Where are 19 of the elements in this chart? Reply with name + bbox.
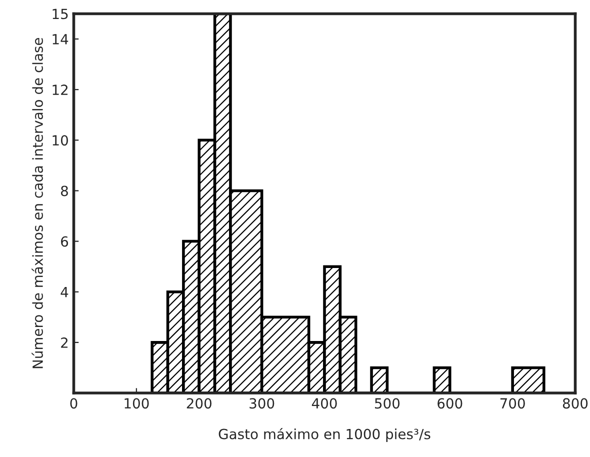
x-tick-label: 400 bbox=[312, 398, 337, 409]
x-tick-label: 800 bbox=[562, 398, 588, 409]
x-tick-label: 600 bbox=[438, 398, 462, 409]
y-tick-label: 8 bbox=[60, 186, 68, 196]
y-tick-label: 15 bbox=[52, 8, 68, 20]
x-axis-title: Gasto máximo en 1000 pies³/s bbox=[218, 428, 430, 442]
x-tick-label: 100 bbox=[124, 398, 149, 409]
y-tick-label: 2 bbox=[61, 337, 68, 348]
x-tick-label: 500 bbox=[375, 398, 400, 409]
x-tick-label: 300 bbox=[250, 398, 274, 409]
x-tick-label: 0 bbox=[70, 398, 78, 409]
x-tick-label: 700 bbox=[500, 398, 525, 409]
y-tick-label: 12 bbox=[52, 84, 68, 95]
x-tick-label: 200 bbox=[186, 398, 212, 409]
y-tick-label: 10 bbox=[52, 135, 68, 146]
y-tick-label: 14 bbox=[52, 34, 68, 44]
y-axis-title: Número de máximos en cada intervalo de clase bbox=[32, 38, 43, 368]
y-tick-label: 6 bbox=[61, 236, 68, 247]
y-tick-label: 4 bbox=[60, 287, 68, 298]
